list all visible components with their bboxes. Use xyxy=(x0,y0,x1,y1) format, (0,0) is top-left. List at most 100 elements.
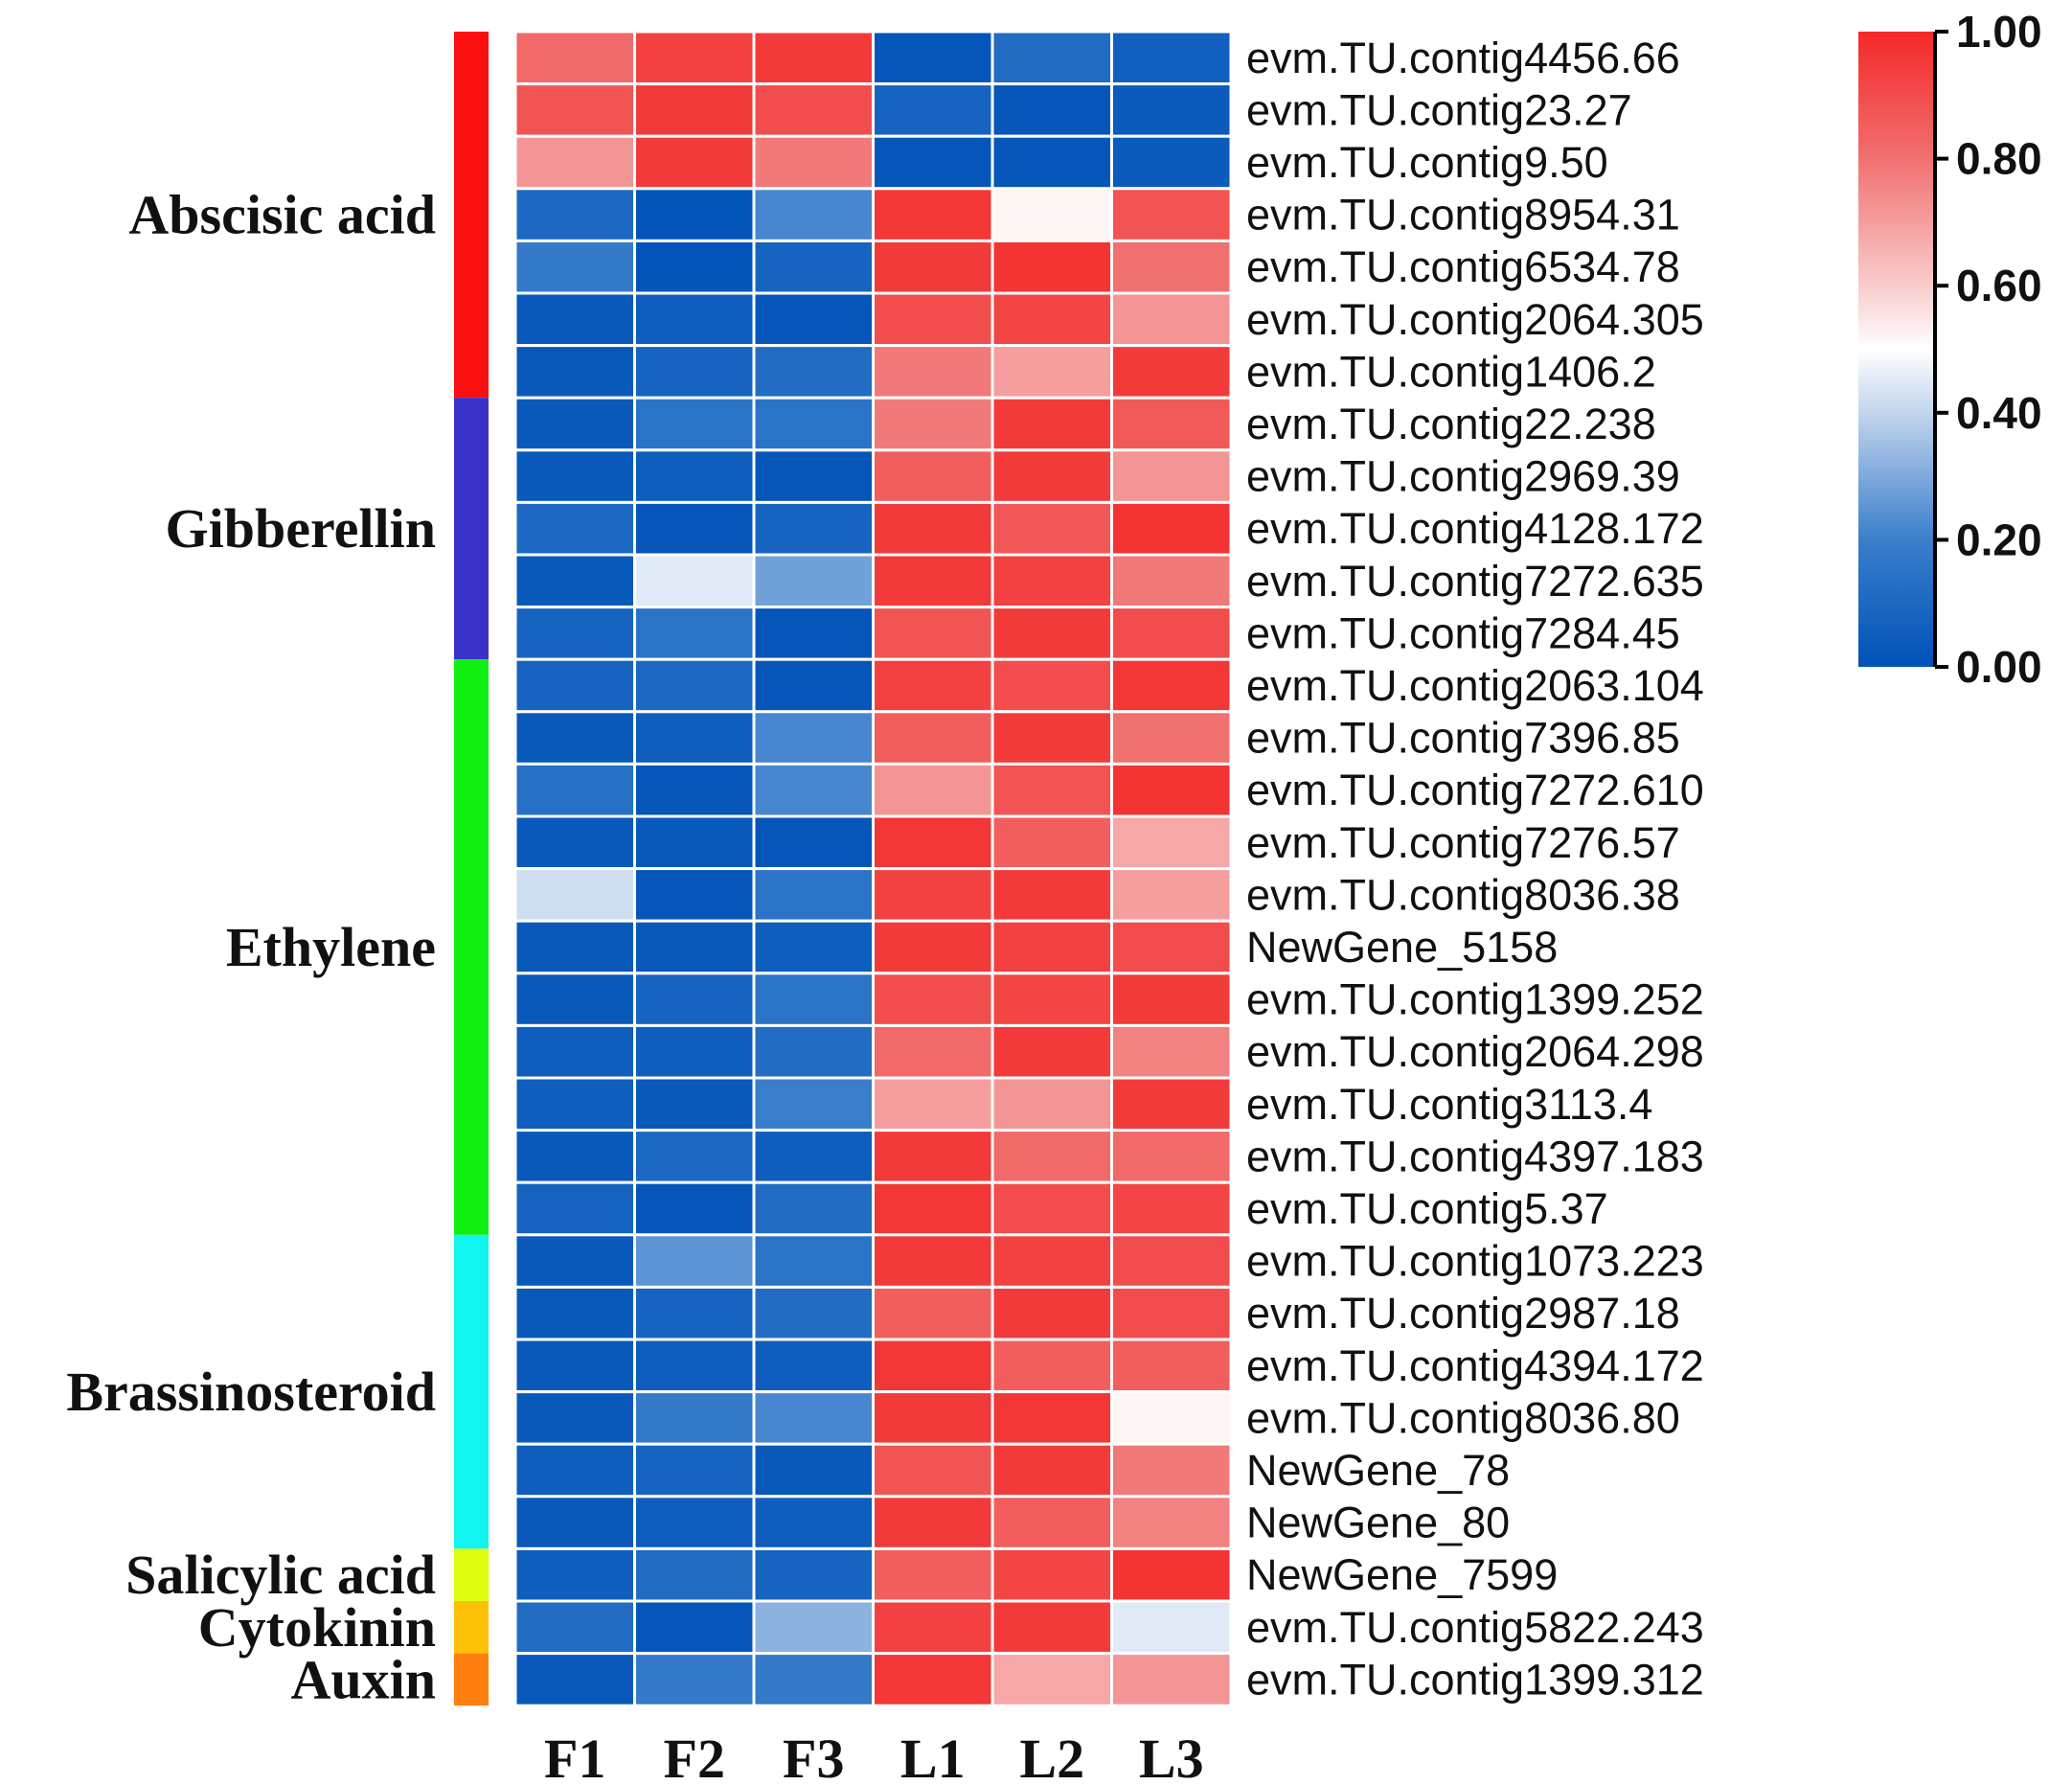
heatmap-cell xyxy=(752,500,875,557)
group-color-bar xyxy=(454,1234,489,1549)
row-label: evm.TU.contig4394.172 xyxy=(1246,1341,1704,1390)
group-labels: Abscisic acid Gibberellin Ethylene Brassino… xyxy=(66,184,436,1711)
heatmap-cell xyxy=(513,867,636,923)
heatmap-cell xyxy=(752,919,875,975)
heatmap-cell xyxy=(752,187,875,242)
heatmap-cell xyxy=(990,814,1113,871)
heatmap-cell xyxy=(513,814,636,871)
group-label: Gibberellin xyxy=(165,497,436,560)
heatmap-cell xyxy=(872,344,994,400)
legend-tick-label: 1.00 xyxy=(1956,7,2042,57)
row-label: evm.TU.contig22.238 xyxy=(1246,400,1656,448)
heatmap-cell xyxy=(872,1652,994,1707)
heatmap-cell xyxy=(990,1546,1113,1603)
heatmap-cell xyxy=(633,239,756,295)
heatmap-cell xyxy=(752,1495,875,1550)
heatmap-cell xyxy=(752,762,875,818)
heatmap-cell xyxy=(633,1180,756,1237)
heatmap-cell xyxy=(872,1233,994,1289)
heatmap-cell xyxy=(513,187,636,242)
heatmap-cell xyxy=(513,448,636,504)
heatmap-cell xyxy=(752,134,875,191)
legend-tick-label: 0.60 xyxy=(1956,261,2042,310)
row-label: evm.TU.contig8036.38 xyxy=(1246,870,1680,919)
heatmap-cell xyxy=(872,972,994,1027)
column-label: F1 xyxy=(544,1728,605,1785)
heatmap-cell xyxy=(513,1652,636,1707)
heatmap-cell xyxy=(1110,1546,1233,1603)
row-labels: evm.TU.contig4456.66evm.TU.contig23.27ev… xyxy=(1246,34,1704,1705)
heatmap-cell xyxy=(633,762,756,818)
group-color-bar xyxy=(454,398,489,660)
legend-tick-label: 0.00 xyxy=(1956,642,2042,692)
heatmap-cell xyxy=(513,500,636,557)
heatmap-cell xyxy=(990,1442,1113,1499)
column-label: L2 xyxy=(1019,1728,1084,1785)
heatmap-cell xyxy=(990,448,1113,504)
heatmap-cell xyxy=(990,1285,1113,1341)
heatmap-cell xyxy=(1110,1599,1233,1656)
heatmap-cell xyxy=(1110,396,1233,452)
column-label: F2 xyxy=(664,1728,725,1785)
heatmap-cell xyxy=(513,1129,636,1184)
row-label: NewGene_80 xyxy=(1246,1499,1510,1547)
heatmap-cell xyxy=(633,1285,756,1341)
heatmap-cell xyxy=(513,291,636,348)
heatmap-cell xyxy=(633,867,756,923)
heatmap-cell xyxy=(990,1129,1113,1184)
heatmap-cell xyxy=(633,553,756,609)
heatmap-cell xyxy=(633,1023,756,1080)
heatmap-cell xyxy=(633,1076,756,1133)
heatmap-cell xyxy=(1110,762,1233,818)
heatmap-cell xyxy=(633,1338,756,1394)
heatmap-cell xyxy=(990,867,1113,923)
heatmap-cell xyxy=(990,1233,1113,1289)
heatmap-cell xyxy=(1110,553,1233,609)
row-label: evm.TU.contig5822.243 xyxy=(1246,1603,1704,1652)
heatmap-cell xyxy=(1110,344,1233,400)
heatmap-cell xyxy=(633,1442,756,1499)
group-color-bar xyxy=(454,1653,489,1706)
heatmap-cell xyxy=(1110,1285,1233,1341)
column-label: L1 xyxy=(900,1728,966,1785)
heatmap-cell xyxy=(752,657,875,714)
row-label: evm.TU.contig8036.80 xyxy=(1246,1393,1680,1442)
heatmap-cell xyxy=(633,448,756,504)
heatmap-cell xyxy=(1110,657,1233,714)
heatmap-cell xyxy=(633,1233,756,1289)
heatmap-cell xyxy=(990,500,1113,557)
heatmap-cell xyxy=(752,448,875,504)
row-label: evm.TU.contig7396.85 xyxy=(1246,714,1680,763)
heatmap-cell xyxy=(633,134,756,191)
row-label: evm.TU.contig2987.18 xyxy=(1246,1289,1680,1338)
heatmap-cell xyxy=(872,867,994,923)
heatmap-cell xyxy=(872,30,994,86)
heatmap-cell xyxy=(1110,448,1233,504)
heatmap-cell xyxy=(752,1233,875,1289)
row-label: evm.TU.contig23.27 xyxy=(1246,85,1632,134)
heatmap-cell xyxy=(990,553,1113,609)
column-labels: F1 F2 F3 L1 L2 L3 xyxy=(544,1728,1204,1785)
heatmap-cell xyxy=(872,1076,994,1133)
group-label: Abscisic acid xyxy=(128,184,436,246)
heatmap-cell xyxy=(752,1390,875,1446)
heatmap-cell xyxy=(872,657,994,714)
heatmap-cell xyxy=(752,1338,875,1394)
heatmap-cell xyxy=(990,1076,1113,1133)
heatmap-cell xyxy=(513,134,636,191)
row-label: evm.TU.contig1399.312 xyxy=(1246,1655,1704,1704)
heatmap-cell xyxy=(990,344,1113,400)
heatmap-cell xyxy=(513,1023,636,1080)
heatmap-cell xyxy=(1110,1180,1233,1237)
legend-tick-label: 0.80 xyxy=(1956,134,2042,184)
heatmap-cell xyxy=(513,657,636,714)
heatmap-cell xyxy=(752,1442,875,1499)
heatmap-cell xyxy=(633,500,756,557)
heatmap-cell xyxy=(990,82,1113,138)
heatmap-cell xyxy=(1110,1023,1233,1080)
group-label: Ethylene xyxy=(226,916,436,978)
heatmap-cell xyxy=(513,553,636,609)
heatmap-cell xyxy=(1110,1652,1233,1707)
heatmap-cell xyxy=(633,396,756,452)
legend-ticks: 0.00 0.20 0.40 0.60 0.80 1.00 xyxy=(1933,7,2042,692)
